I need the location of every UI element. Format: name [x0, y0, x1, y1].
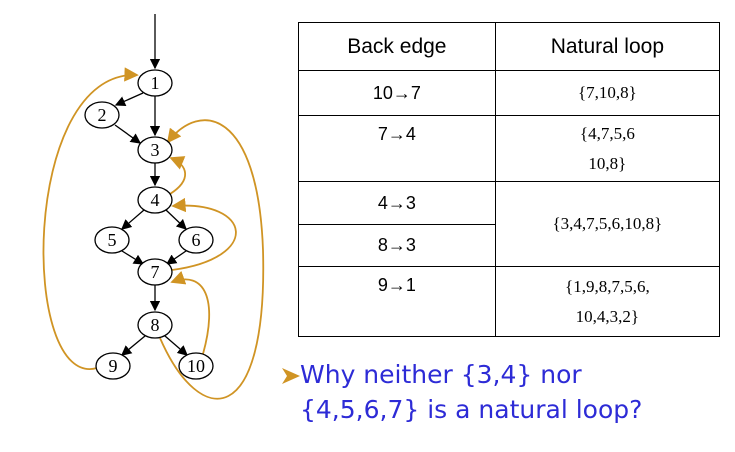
node-shape: [178, 226, 214, 254]
row: 7→4 {4,7,5,6 10,8}: [298, 115, 721, 182]
node-label: 8: [151, 315, 160, 335]
nodes: 1 2 3 4 5 6 7 8 9 10: [84, 69, 214, 380]
row: 10→7 {7,10,8}: [298, 70, 721, 116]
node: 4: [137, 186, 173, 214]
loop-line: {3,4,7,5,6,10,8}: [552, 214, 663, 233]
node: 1: [137, 69, 173, 97]
header-row: Back edge Natural loop: [298, 22, 721, 71]
back-edge: 7→4: [298, 115, 496, 182]
node: 7: [137, 258, 173, 286]
node-shape: [94, 226, 130, 254]
loop-table: Back edge Natural loop 10→7 {7,10,8} 7→4…: [298, 22, 721, 337]
loop-line: {7,10,8}: [577, 83, 637, 102]
node: 5: [94, 226, 130, 254]
node-shape: [137, 69, 173, 97]
node-label: 7: [151, 262, 160, 282]
node: 8: [137, 311, 173, 339]
node: 3: [137, 136, 173, 164]
loop-line: {4,7,5,6: [579, 123, 635, 143]
node-label: 3: [151, 140, 160, 160]
node-label: 5: [108, 230, 117, 250]
natural-loop: {1,9,8,7,5,6, 10,4,3,2}: [494, 266, 721, 337]
natural-loop: {7,10,8}: [494, 70, 721, 116]
node-shape: [137, 136, 173, 164]
node-shape: [137, 311, 173, 339]
node: 9: [95, 352, 131, 380]
question-line: {4,5,6,7} is a natural loop?: [300, 395, 643, 424]
node-label: 6: [192, 230, 201, 250]
loop-line: {1,9,8,7,5,6,: [565, 276, 650, 296]
node-label: 1: [151, 73, 160, 93]
back-edge: 10→7: [298, 70, 496, 116]
natural-loop: {3,4,7,5,6,10,8}: [494, 181, 721, 267]
header-cell: Natural loop: [494, 22, 721, 71]
back-edge: 8→3: [298, 224, 496, 267]
row: 4→3 {3,4,7,5,6,10,8}: [298, 181, 721, 267]
back-edge: 9→1: [298, 266, 496, 337]
loop-line: 10,8}: [588, 153, 627, 173]
node-shape: [137, 258, 173, 286]
node-shape: [95, 352, 131, 380]
node-label: 4: [151, 190, 160, 210]
node-label: 2: [98, 105, 107, 125]
row: 9→1 {1,9,8,7,5,6, 10,4,3,2}: [298, 266, 721, 337]
loop-line: 10,4,3,2}: [575, 306, 640, 326]
edges: [114, 14, 188, 356]
node: 6: [178, 226, 214, 254]
question-line: Why neither {3,4} nor: [300, 360, 582, 389]
node-label: 9: [109, 356, 118, 376]
natural-loop: {4,7,5,6 10,8}: [494, 115, 721, 182]
node: 10: [178, 352, 214, 380]
back-edges: [42, 67, 265, 400]
node-shape: [137, 186, 173, 214]
node-shape: [84, 101, 120, 129]
header-cell: Back edge: [298, 22, 496, 71]
back-edge: 4→3: [298, 181, 496, 225]
node-shape: [178, 352, 214, 380]
node-label: 10: [187, 356, 205, 376]
node: 2: [84, 101, 120, 129]
bullet-icon: [282, 368, 300, 384]
